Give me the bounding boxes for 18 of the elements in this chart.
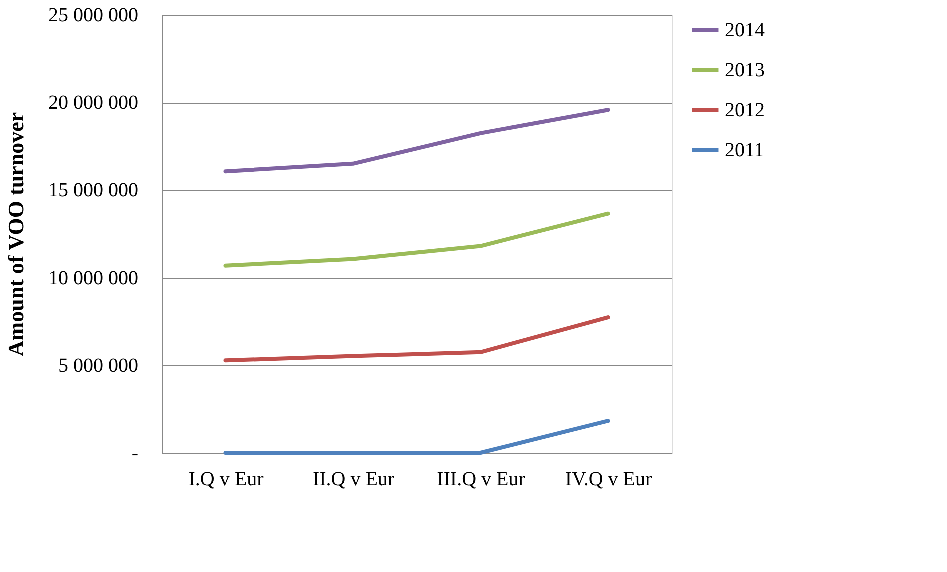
line-series xyxy=(224,316,610,363)
y-tick-label: 25 000 000 xyxy=(48,4,138,26)
y-tick-label: 20 000 000 xyxy=(48,92,138,114)
legend-label: 2011 xyxy=(725,140,764,162)
x-tick-label: II.Q v Eur xyxy=(312,468,395,490)
line-series xyxy=(224,108,610,174)
y-axis-title: Amount of VOO turnover xyxy=(4,112,28,357)
x-tick-label: III.Q v Eur xyxy=(437,468,526,490)
line-series xyxy=(224,212,610,268)
y-tick-label: 5 000 000 xyxy=(58,354,138,377)
legend-label: 2013 xyxy=(725,60,765,82)
y-tick-label: 10 000 000 xyxy=(48,267,138,290)
y-tick-label: 15 000 000 xyxy=(48,180,138,202)
legend-label: 2014 xyxy=(725,20,765,42)
x-tick-label: I.Q v Eur xyxy=(188,468,264,490)
legend-label: 2012 xyxy=(725,100,765,122)
y-tick-label: - xyxy=(132,442,138,464)
x-tick-label: IV.Q v Eur xyxy=(565,468,653,490)
